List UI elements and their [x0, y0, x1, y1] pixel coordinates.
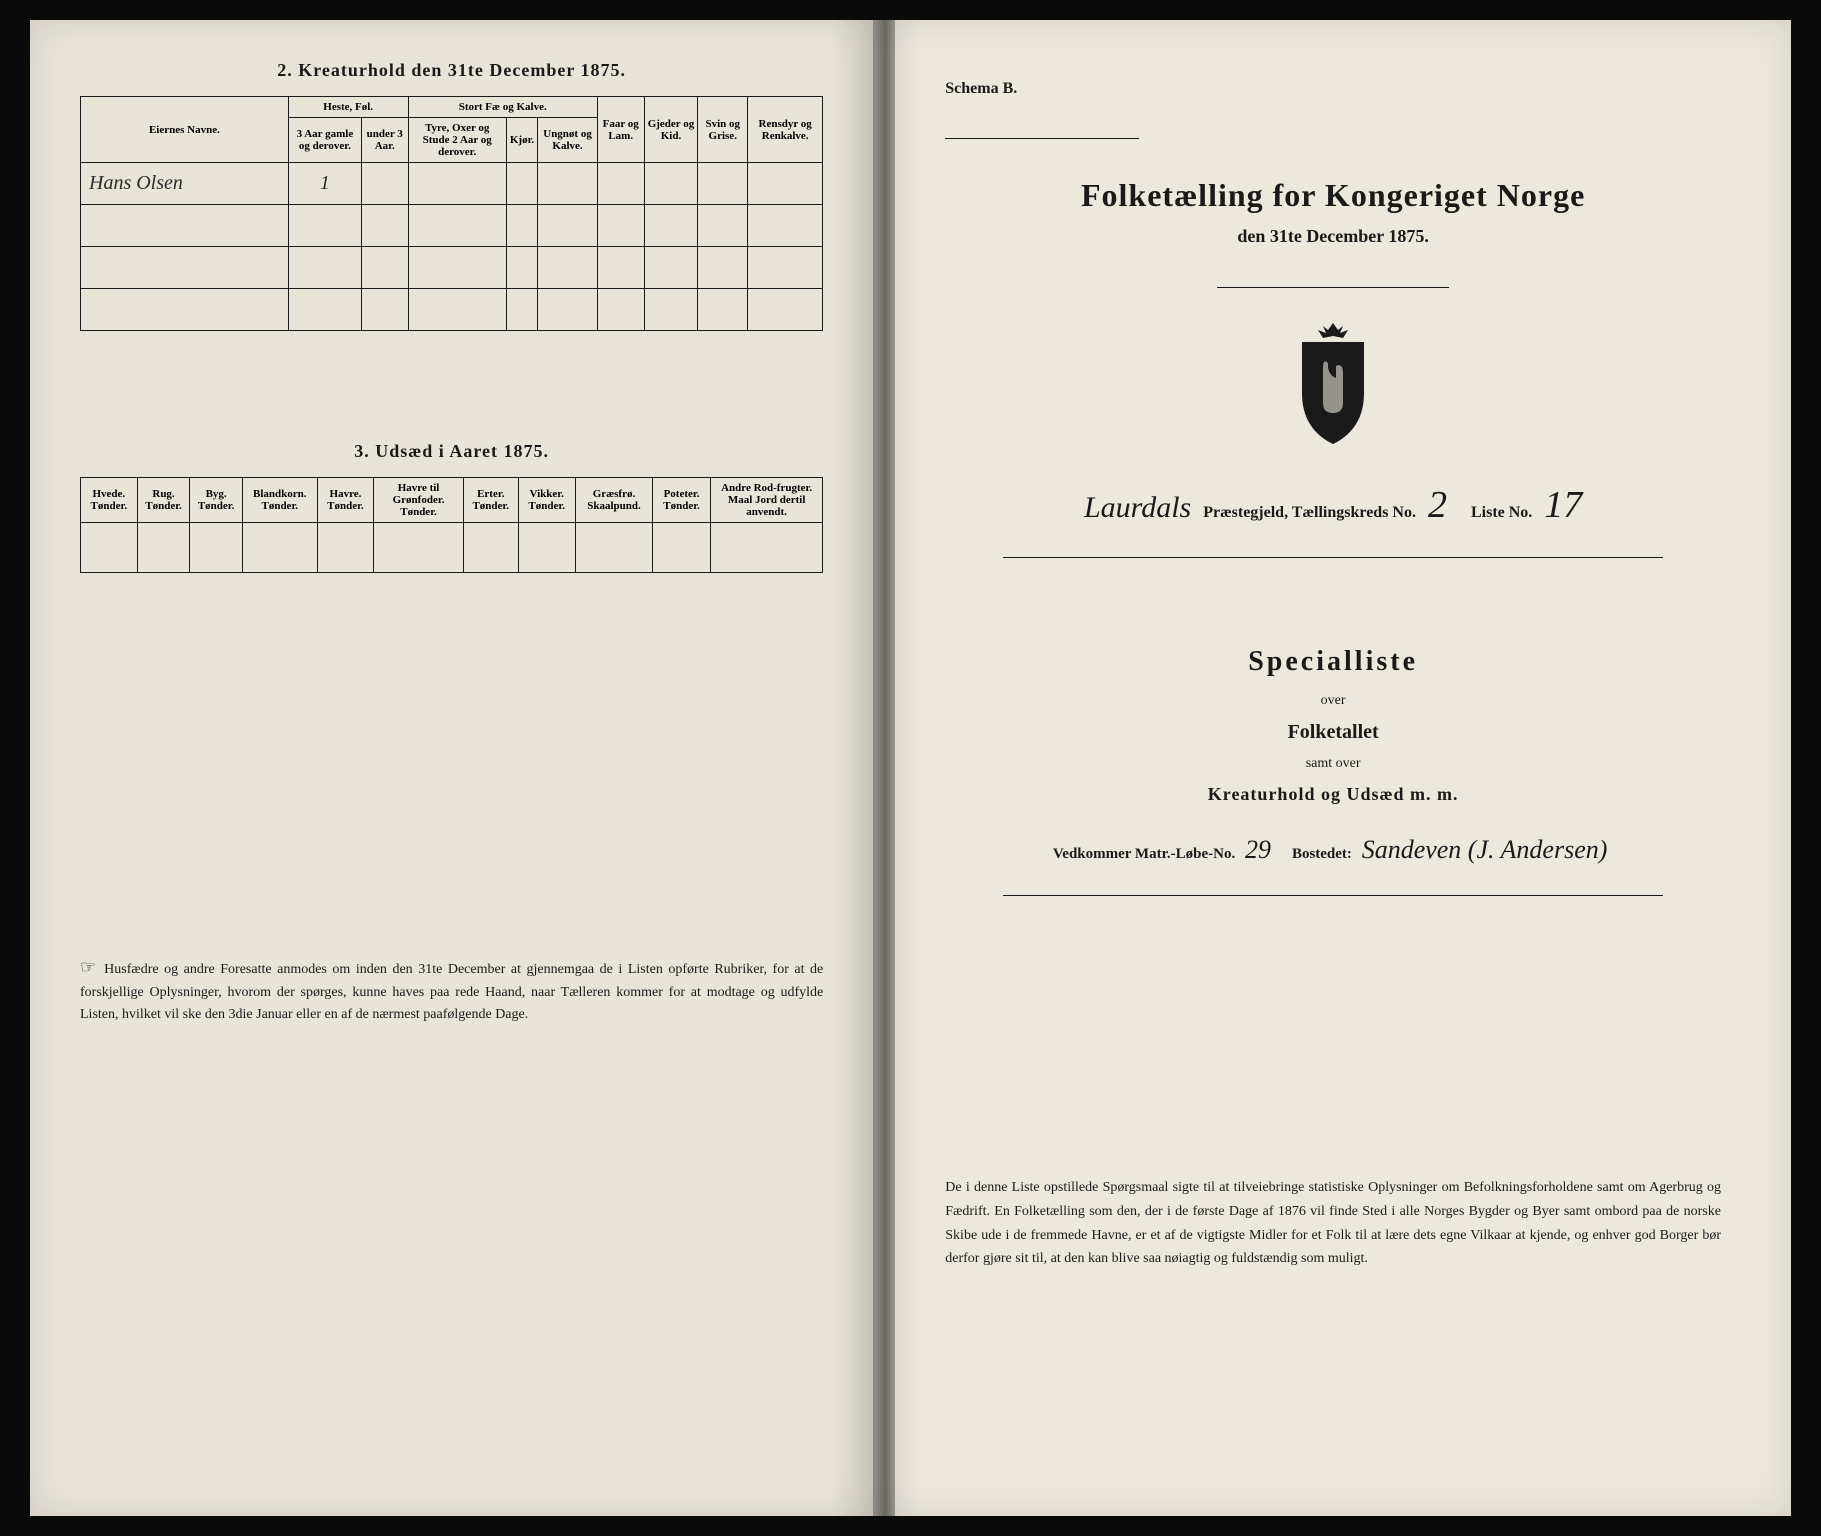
th-faar: Faar og Lam.	[597, 97, 644, 163]
book-spine	[875, 20, 895, 1516]
cell-faar	[597, 163, 644, 205]
table-row	[81, 247, 823, 289]
cell-navn: Hans Olsen	[81, 163, 289, 205]
udsaed-table: Hvede. Tønder. Rug. Tønder. Byg. Tønder.…	[80, 477, 823, 573]
right-page: Schema B. Folketælling for Kongeriget No…	[875, 20, 1791, 1516]
matr-no: 29	[1239, 835, 1277, 864]
th-graesfro: Græsfrø. Skaalpund.	[575, 478, 652, 523]
th-heste-sub1: 3 Aar gamle og derover.	[288, 118, 361, 163]
cell-stort1	[408, 163, 506, 205]
table-row	[81, 523, 823, 573]
th-stort-sub1: Tyre, Oxer og Stude 2 Aar og derover.	[408, 118, 506, 163]
vedkommer-label: Vedkommer Matr.-Løbe-No.	[1053, 846, 1235, 862]
kreaturhold-label: Kreaturhold og Udsæd m. m.	[945, 784, 1721, 805]
th-heste: Heste, Føl.	[288, 97, 408, 118]
vedkommer-underline	[1003, 895, 1662, 896]
cell-svin	[698, 163, 748, 205]
left-footer-note: ☞Husfædre og andre Foresatte anmodes om …	[80, 953, 823, 1027]
th-vikker: Vikker. Tønder.	[518, 478, 575, 523]
th-poteter: Poteter. Tønder.	[653, 478, 711, 523]
bostedet-value: Sandeven (J. Andersen)	[1356, 835, 1614, 864]
th-havre: Havre. Tønder.	[317, 478, 373, 523]
right-footer-note: De i denne Liste opstillede Spørgsmaal s…	[945, 1176, 1721, 1271]
liste-no: 17	[1536, 484, 1590, 526]
cell-rensdyr	[748, 163, 823, 205]
samt-label: samt over	[945, 756, 1721, 772]
th-stort-sub3: Ungnøt og Kalve.	[538, 118, 598, 163]
cell-stort2	[506, 163, 537, 205]
th-andre: Andre Rod-frugter. Maal Jord dertil anve…	[710, 478, 822, 523]
th-svin: Svin og Grise.	[698, 97, 748, 163]
specialliste-title: Specialliste	[945, 646, 1721, 678]
th-rug: Rug. Tønder.	[137, 478, 190, 523]
cell-gjeder	[644, 163, 698, 205]
liste-label: Liste No.	[1471, 504, 1532, 521]
th-stort-sub2: Kjør.	[506, 118, 537, 163]
folketallet-label: Folketallet	[945, 721, 1721, 744]
over-label: over	[945, 693, 1721, 709]
table-row	[81, 289, 823, 331]
bostedet-label: Bostedet:	[1292, 846, 1352, 862]
footer-text: Husfædre og andre Foresatte anmodes om i…	[80, 962, 823, 1022]
th-heste-sub2: under 3 Aar.	[361, 118, 408, 163]
cell-heste1: 1	[288, 163, 361, 205]
kreds-no: 2	[1420, 484, 1455, 526]
praestegjeld-name: Laurdals	[1076, 491, 1199, 524]
main-title: Folketælling for Kongeriget Norge	[945, 177, 1721, 214]
th-havre-gron: Havre til Grønfoder. Tønder.	[374, 478, 464, 523]
th-byg: Byg. Tønder.	[190, 478, 242, 523]
section-2-title: 2. Kreaturhold den 31te December 1875.	[80, 60, 823, 81]
table-row	[81, 205, 823, 247]
pointer-icon: ☞	[80, 953, 96, 982]
schema-label: Schema B.	[945, 80, 1721, 98]
th-eier: Eiernes Navne.	[81, 97, 289, 163]
th-rensdyr: Rensdyr og Renkalve.	[748, 97, 823, 163]
form-underline	[1003, 557, 1662, 558]
praestegjeld-line: Laurdals Præstegjeld, Tællingskreds No. …	[945, 483, 1721, 527]
kreaturhold-table: Eiernes Navne. Heste, Føl. Stort Fæ og K…	[80, 96, 823, 331]
th-gjeder: Gjeder og Kid.	[644, 97, 698, 163]
vedkommer-line: Vedkommer Matr.-Løbe-No. 29 Bostedet: Sa…	[945, 835, 1721, 865]
cell-stort3	[538, 163, 598, 205]
coat-of-arms-icon	[945, 318, 1721, 453]
section-3-title: 3. Udsæd i Aaret 1875.	[80, 441, 823, 462]
cell-heste2	[361, 163, 408, 205]
left-page: 2. Kreaturhold den 31te December 1875. E…	[30, 20, 875, 1516]
subtitle-date: den 31te December 1875.	[945, 226, 1721, 247]
th-blandkorn: Blandkorn. Tønder.	[242, 478, 317, 523]
th-erter: Erter. Tønder.	[463, 478, 518, 523]
title-underline	[1217, 287, 1450, 288]
table-row: Hans Olsen 1	[81, 163, 823, 205]
th-stort: Stort Fæ og Kalve.	[408, 97, 597, 118]
praestegjeld-text: Præstegjeld, Tællingskreds No.	[1203, 504, 1416, 521]
book-spread: 2. Kreaturhold den 31te December 1875. E…	[30, 20, 1791, 1516]
th-hvede: Hvede. Tønder.	[81, 478, 138, 523]
schema-underline	[945, 138, 1139, 139]
